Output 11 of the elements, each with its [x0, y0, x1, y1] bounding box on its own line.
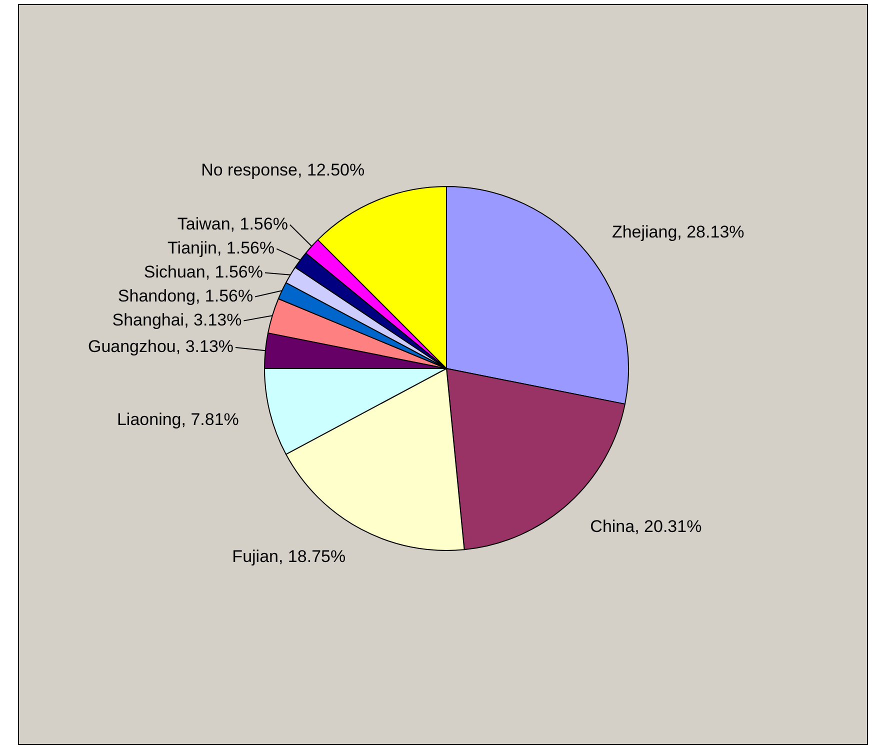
slice-label: Taiwan, 1.56%: [177, 214, 288, 234]
slice-label: Shandong, 1.56%: [118, 286, 254, 306]
slice-label: Sichuan, 1.56%: [144, 262, 263, 282]
slice-label: No response, 12.50%: [201, 160, 365, 180]
slice-label: Tianjin, 1.56%: [168, 238, 275, 258]
slice-label: Fujian, 18.75%: [232, 546, 346, 566]
slice-label: Guangzhou, 3.13%: [88, 337, 234, 356]
slice-label: China, 20.31%: [590, 516, 702, 536]
slice-label: Shanghai, 3.13%: [112, 310, 242, 330]
slice-label: Zhejiang, 28.13%: [612, 222, 744, 242]
slice-label: Liaoning, 7.81%: [116, 410, 239, 430]
